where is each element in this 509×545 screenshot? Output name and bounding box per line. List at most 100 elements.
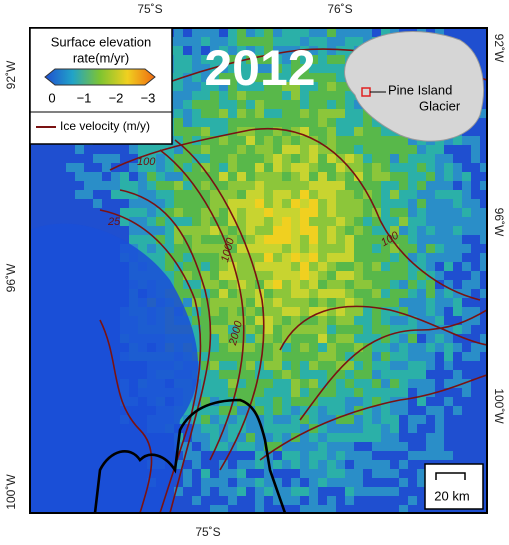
pixel bbox=[210, 271, 219, 280]
pixel bbox=[291, 298, 300, 307]
pixel bbox=[219, 82, 228, 91]
pixel bbox=[372, 406, 381, 415]
pixel bbox=[210, 415, 219, 424]
pixel bbox=[192, 460, 201, 469]
pixel bbox=[390, 478, 399, 487]
pixel bbox=[237, 262, 246, 271]
lon-label: 96˚W bbox=[492, 208, 506, 237]
pixel bbox=[372, 424, 381, 433]
pixel bbox=[255, 100, 264, 109]
pixel bbox=[327, 289, 336, 298]
pixel bbox=[480, 271, 487, 280]
pixel bbox=[399, 388, 408, 397]
pixel bbox=[291, 325, 300, 334]
pixel bbox=[309, 370, 318, 379]
pixel bbox=[345, 244, 354, 253]
pixel bbox=[75, 217, 84, 226]
pixel bbox=[453, 136, 462, 145]
pixel bbox=[399, 271, 408, 280]
pixel bbox=[84, 217, 93, 226]
pixel bbox=[372, 388, 381, 397]
pixel bbox=[219, 406, 228, 415]
pixel bbox=[318, 406, 327, 415]
pixel bbox=[273, 244, 282, 253]
pixel bbox=[255, 361, 264, 370]
pixel bbox=[228, 118, 237, 127]
pixel bbox=[471, 253, 480, 262]
pixel bbox=[291, 496, 300, 505]
pixel bbox=[444, 433, 453, 442]
pixel bbox=[129, 226, 138, 235]
pixel bbox=[39, 163, 48, 172]
pixel bbox=[462, 226, 471, 235]
pixel bbox=[327, 244, 336, 253]
pixel bbox=[471, 172, 480, 181]
pixel bbox=[345, 217, 354, 226]
pixel bbox=[309, 145, 318, 154]
pixel bbox=[381, 217, 390, 226]
pixel bbox=[390, 280, 399, 289]
pixel bbox=[273, 307, 282, 316]
pixel bbox=[93, 145, 102, 154]
pixel bbox=[174, 253, 183, 262]
pixel bbox=[390, 361, 399, 370]
pixel bbox=[237, 388, 246, 397]
pixel bbox=[318, 460, 327, 469]
pixel bbox=[336, 415, 345, 424]
pixel bbox=[462, 307, 471, 316]
pixel bbox=[426, 262, 435, 271]
pixel bbox=[417, 262, 426, 271]
pixel bbox=[426, 388, 435, 397]
lon-label: 100˚W bbox=[492, 388, 506, 424]
pixel bbox=[354, 469, 363, 478]
pixel bbox=[174, 28, 183, 37]
pixel bbox=[444, 451, 453, 460]
pixel bbox=[390, 334, 399, 343]
pixel bbox=[264, 289, 273, 298]
pixel bbox=[66, 145, 75, 154]
pixel bbox=[291, 316, 300, 325]
pixel bbox=[273, 163, 282, 172]
pixel bbox=[255, 280, 264, 289]
colorbar-label: −3 bbox=[141, 90, 156, 105]
pixel bbox=[273, 145, 282, 154]
pixel bbox=[291, 262, 300, 271]
pixel bbox=[201, 361, 210, 370]
pixel bbox=[309, 46, 318, 55]
pixel bbox=[300, 307, 309, 316]
pixel bbox=[246, 352, 255, 361]
pixel bbox=[327, 433, 336, 442]
pixel bbox=[255, 28, 264, 37]
pixel bbox=[210, 172, 219, 181]
pixel bbox=[471, 334, 480, 343]
pixel bbox=[345, 352, 354, 361]
pixel bbox=[264, 397, 273, 406]
pixel bbox=[426, 145, 435, 154]
pixel bbox=[444, 136, 453, 145]
pixel bbox=[354, 343, 363, 352]
pixel bbox=[408, 181, 417, 190]
lat-label: 75˚S bbox=[137, 2, 162, 16]
pixel bbox=[363, 352, 372, 361]
pixel bbox=[30, 190, 39, 199]
pixel bbox=[300, 64, 309, 73]
pixel bbox=[210, 334, 219, 343]
pixel bbox=[102, 190, 111, 199]
pixel bbox=[237, 154, 246, 163]
pixel bbox=[462, 208, 471, 217]
pixel bbox=[399, 361, 408, 370]
pixel bbox=[201, 334, 210, 343]
pixel bbox=[345, 91, 354, 100]
pixel bbox=[264, 469, 273, 478]
pixel bbox=[255, 343, 264, 352]
pixel bbox=[372, 442, 381, 451]
pixel bbox=[300, 226, 309, 235]
pixel bbox=[363, 154, 372, 163]
pixel bbox=[264, 28, 273, 37]
pixel bbox=[246, 154, 255, 163]
pixel bbox=[390, 451, 399, 460]
pixel bbox=[318, 145, 327, 154]
pixel bbox=[246, 145, 255, 154]
pixel bbox=[372, 262, 381, 271]
pixel bbox=[246, 163, 255, 172]
